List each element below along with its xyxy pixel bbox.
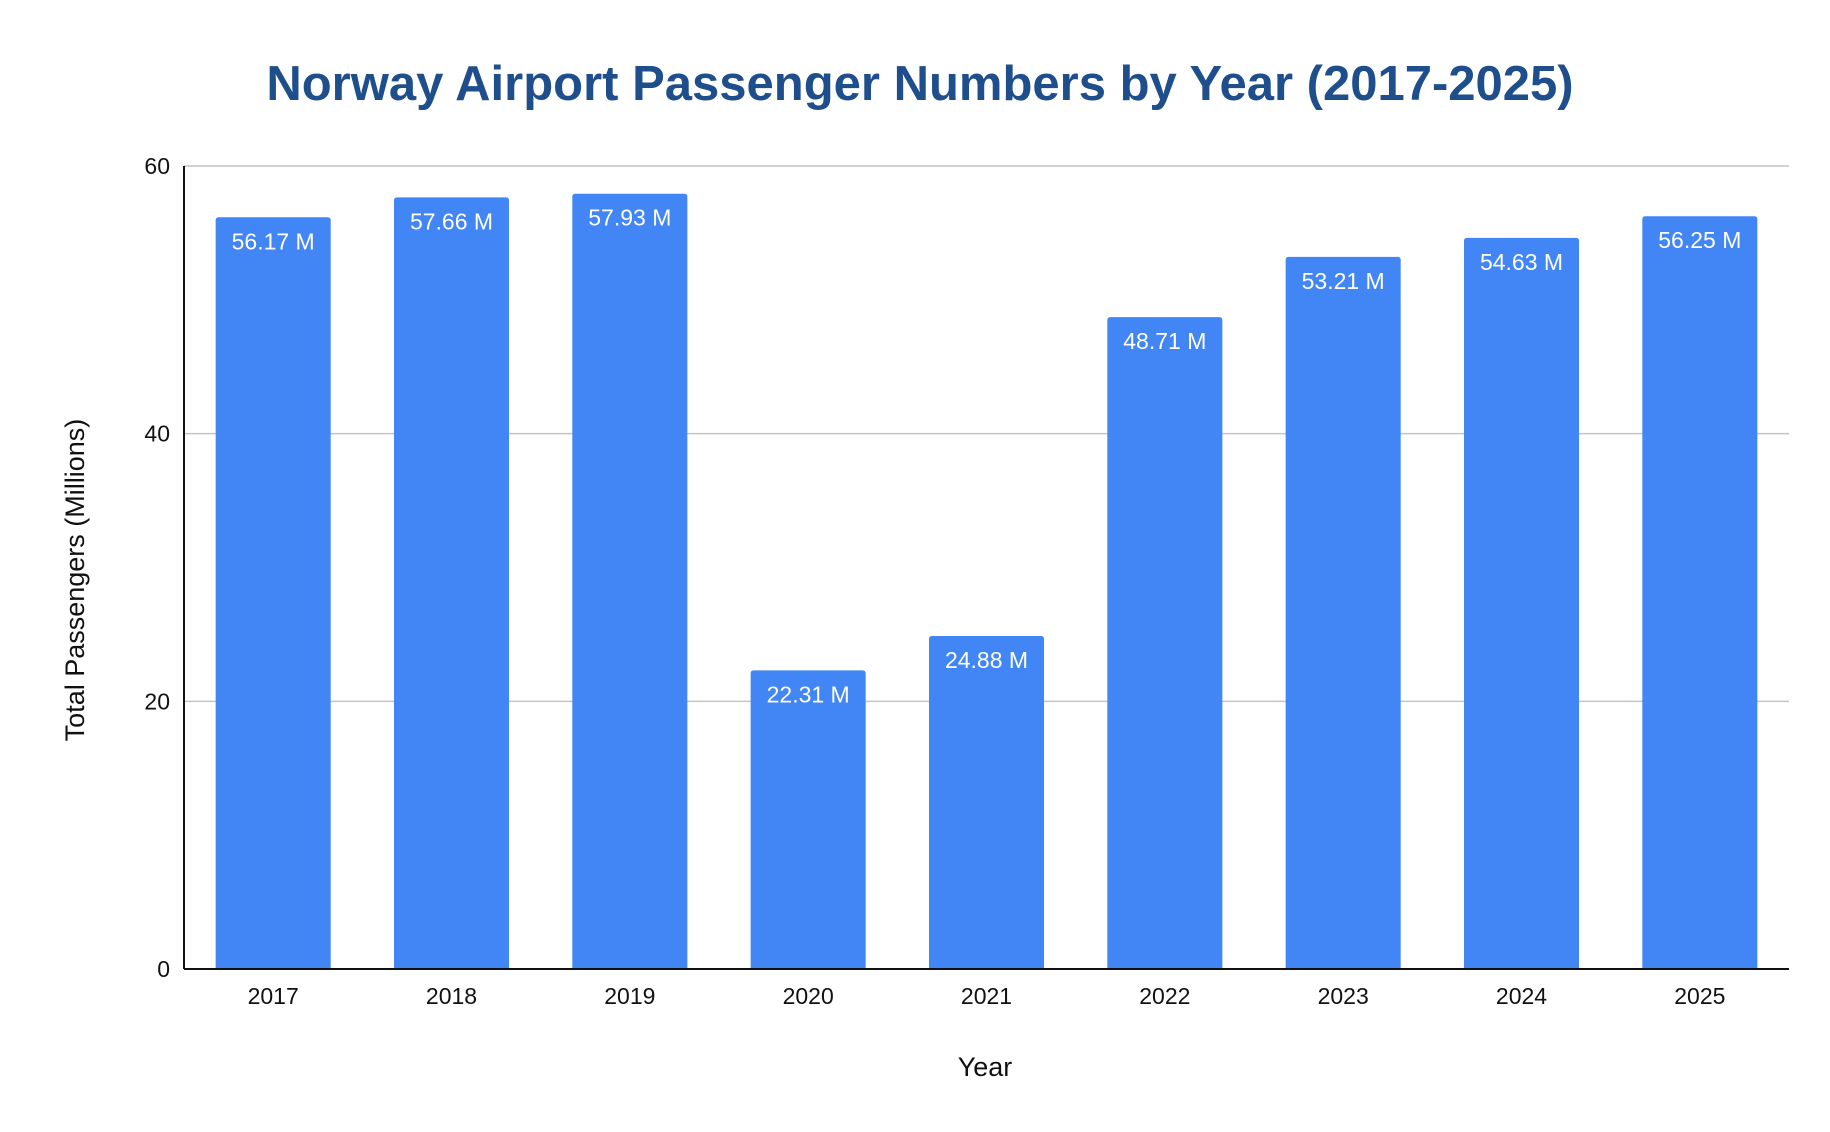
bar [928,636,1045,969]
x-tick-label: 2020 [783,983,834,1009]
chart-title: Norway Airport Passenger Numbers by Year… [266,57,1573,111]
y-axis-label: Total Passengers (Millions) [60,419,90,742]
x-tick-label: 2023 [1318,983,1369,1009]
bar [393,197,510,969]
data-label: 53.21 M [1302,268,1385,294]
y-tick-label: 20 [144,688,170,714]
y-tick-label: 0 [157,956,170,982]
data-label: 57.66 M [410,208,493,234]
y-tick-label: 40 [144,421,170,447]
bar [572,193,688,970]
bar [1107,317,1223,969]
x-tick-label: 2022 [1139,983,1190,1009]
x-tick-label: 2025 [1674,983,1725,1009]
data-label: 54.63 M [1480,249,1563,275]
data-label: 22.31 M [767,681,850,707]
x-tick-label: 2017 [248,983,299,1009]
x-tick-label: 2021 [961,983,1012,1009]
bar [1463,237,1580,969]
bar [1642,216,1758,969]
bars [215,193,1758,970]
x-tick-label: 2018 [426,983,477,1009]
data-label: 56.17 M [232,228,315,254]
x-axis-ticks: 2017 2018 2019 2020 2021 2022 2023 2024 2025 [248,983,1726,1009]
y-axis-ticks: 0 20 40 60 [144,153,170,982]
y-tick-label: 60 [144,153,170,179]
data-label: 48.71 M [1123,328,1206,354]
x-axis-label: Year [958,1052,1013,1082]
x-tick-label: 2024 [1496,983,1547,1009]
bar [1285,256,1401,970]
bar [750,670,866,969]
bar [215,217,331,969]
data-label: 24.88 M [945,647,1028,673]
data-label: 57.93 M [588,205,671,231]
data-labels: 56.17 M 57.66 M 57.93 M 22.31 M 24.88 M 48.71… [232,205,1742,708]
x-tick-label: 2019 [604,983,655,1009]
data-label: 56.25 M [1658,227,1741,253]
